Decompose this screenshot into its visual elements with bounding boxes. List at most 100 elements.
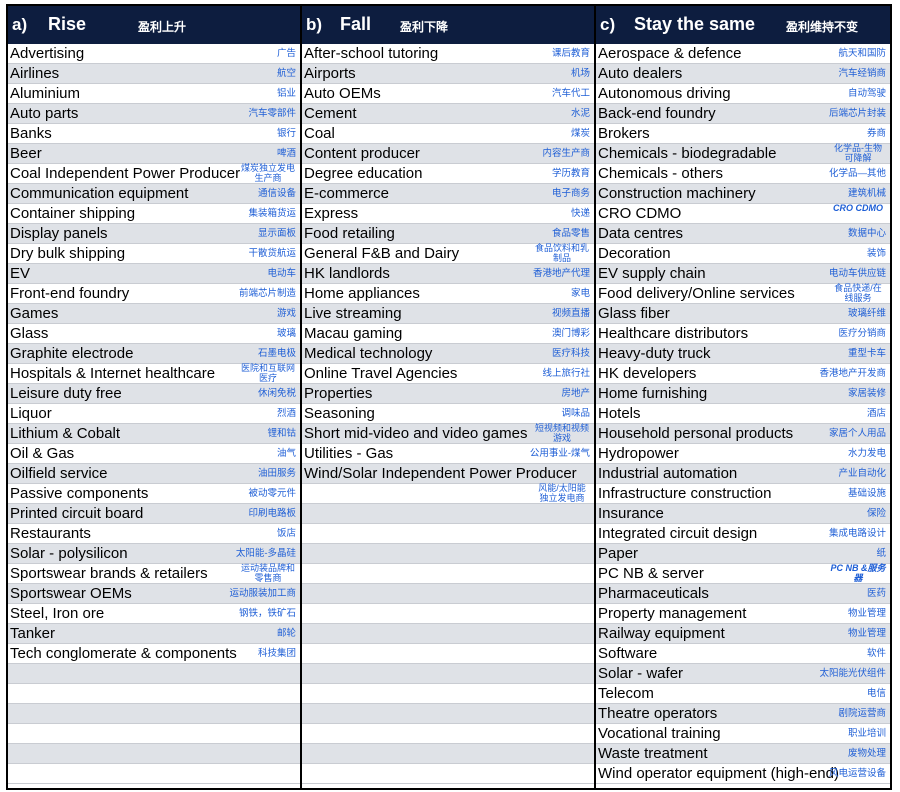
sector-name-chinese: 航空 <box>276 68 296 79</box>
sector-name: Food retailing <box>304 225 395 242</box>
sector-name: Construction machinery <box>598 185 756 202</box>
sector-name-chinese: 物业管理 <box>847 628 886 639</box>
table-row: Tanker 邮轮 <box>8 624 300 644</box>
table-row: Software 软件 <box>596 644 890 664</box>
sector-name: Waste treatment <box>598 745 708 762</box>
table-row: Graphite electrode 石墨电极 <box>8 344 300 364</box>
sector-name-chinese: 内容生产商 <box>542 148 590 159</box>
column-title: Fall <box>340 14 372 34</box>
table-row: HK landlords 香港地产代理 <box>302 264 594 284</box>
table-row <box>302 544 594 564</box>
sector-name-chinese: 太阳能-多晶硅 <box>235 548 296 559</box>
sector-name: Glass fiber <box>598 305 670 322</box>
column-letter: b) <box>306 15 323 34</box>
table-row: Oilfield service 油田服务 <box>8 464 300 484</box>
sector-name-chinese: 游戏 <box>276 308 296 319</box>
table-row: Hospitals & Internet healthcare 医院和互联网医疗 <box>8 363 300 384</box>
sector-name: Home furnishing <box>598 385 708 402</box>
sector-name-chinese: 汽车经销商 <box>838 68 886 79</box>
table-row <box>8 664 300 684</box>
sector-name-chinese: 学历教育 <box>551 168 590 179</box>
sector-name-chinese: 电动车供应链 <box>828 268 886 279</box>
table-row <box>8 684 300 704</box>
sector-name-chinese: 通信设备 <box>257 188 296 199</box>
table-row: Steel, Iron ore 钢铁，铁矿石 <box>8 604 300 624</box>
column-title-chinese: 盈利上升 <box>138 20 187 34</box>
table-row: Solar - wafer 太阳能光伏组件 <box>596 664 890 684</box>
table-row: Hotels 酒店 <box>596 404 890 424</box>
sector-name-chinese: 前端芯片制造 <box>238 288 296 299</box>
sector-name-chinese: 汽车零部件 <box>248 108 296 119</box>
table-row: Healthcare distributors 医疗分销商 <box>596 324 890 344</box>
table-row: Macau gaming 澳门博彩 <box>302 324 594 344</box>
table-row <box>302 664 594 684</box>
table-row <box>302 704 594 724</box>
sector-name: Industrial automation <box>598 465 738 482</box>
sector-name: Oilfield service <box>10 465 108 482</box>
sector-name: Graphite electrode <box>10 345 134 362</box>
table-row: Properties 房地产 <box>302 384 594 404</box>
sector-name: Food delivery/Online services <box>598 285 795 302</box>
table-row: Data centres 数据中心 <box>596 224 890 244</box>
sector-name-chinese: 职业培训 <box>847 728 886 739</box>
table-row: Container shipping 集装箱货运 <box>8 204 300 224</box>
sector-name: Healthcare distributors <box>598 325 749 342</box>
sector-name: Macau gaming <box>304 325 403 342</box>
table-row: Printed circuit board 印刷电路板 <box>8 504 300 524</box>
table-row <box>8 724 300 744</box>
sector-name-chinese: 被动零元件 <box>248 488 296 499</box>
table-row: Theatre operators 剧院运营商 <box>596 704 890 724</box>
sector-name-chinese: 休闲免税 <box>257 388 296 399</box>
sector-name-chinese: 油田服务 <box>257 468 296 479</box>
sector-name-chinese: 券商 <box>866 128 886 139</box>
sector-name: Games <box>10 305 59 322</box>
sector-name-chinese: 水力发电 <box>847 448 886 459</box>
sector-name: Coal <box>304 125 335 142</box>
sector-name-chinese: 锂和钴 <box>267 428 296 439</box>
table-row: Railway equipment 物业管理 <box>596 624 890 644</box>
sector-name: Insurance <box>598 505 664 522</box>
table-row: Live streaming 视频直播 <box>302 304 594 324</box>
table-row: Front-end foundry 前端芯片制造 <box>8 284 300 304</box>
sector-name: Oil & Gas <box>10 445 75 462</box>
sector-name-chinese: 家居个人用品 <box>828 428 886 439</box>
table-row: Communication equipment 通信设备 <box>8 184 300 204</box>
table-row: Seasoning 调味品 <box>302 404 594 424</box>
sector-name: Chemicals - others <box>598 165 724 182</box>
table-row <box>302 744 594 764</box>
sector-name: Infrastructure construction <box>598 485 772 502</box>
table-row: Waste treatment 废物处理 <box>596 744 890 764</box>
table-row <box>302 584 594 604</box>
sector-name: Auto dealers <box>598 65 683 82</box>
sector-name: Cement <box>304 105 357 122</box>
sector-name: Advertising <box>10 45 85 62</box>
table-row: Passive components 被动零元件 <box>8 484 300 504</box>
table-row: Express 快递 <box>302 204 594 224</box>
sector-name-chinese: 集成电路设计 <box>828 528 886 539</box>
sector-name-chinese: 风电运营设备 <box>828 768 886 779</box>
column-title-chinese: 盈利下降 <box>400 20 449 34</box>
table-row: Sportswear brands & retailers 运动装品牌和零售商 <box>8 563 300 584</box>
table-row: Online Travel Agencies 线上旅行社 <box>302 364 594 384</box>
sector-name: Property management <box>598 605 747 622</box>
sector-name-chinese: 风能/太阳能独立发电商 <box>538 483 586 503</box>
sector-name-chinese: 视频直播 <box>551 308 590 319</box>
sector-name: Sportswear OEMs <box>10 585 132 602</box>
sector-name: Front-end foundry <box>10 285 130 302</box>
sector-name: After-school tutoring <box>304 45 439 62</box>
sector-name: Medical technology <box>304 345 433 362</box>
sector-name-chinese: 汽车代工 <box>551 88 590 99</box>
sector-name: EV supply chain <box>598 265 706 282</box>
sector-name-chinese: 煤炭独立发电生产商 <box>240 163 295 183</box>
sector-name: Short mid-video and video games <box>304 425 528 442</box>
table-row: Leisure duty free 休闲免税 <box>8 384 300 404</box>
sector-name: Degree education <box>304 165 423 182</box>
sector-name: Banks <box>10 125 52 142</box>
sector-name-chinese: 产业自动化 <box>838 468 886 479</box>
sector-name: Restaurants <box>10 525 91 542</box>
sector-name: Solar - polysilicon <box>10 545 128 562</box>
sector-name-chinese: 医疗分销商 <box>838 328 886 339</box>
table-row: Games 游戏 <box>8 304 300 324</box>
table-row <box>8 704 300 724</box>
table-row: Hydropower 水力发电 <box>596 444 890 464</box>
